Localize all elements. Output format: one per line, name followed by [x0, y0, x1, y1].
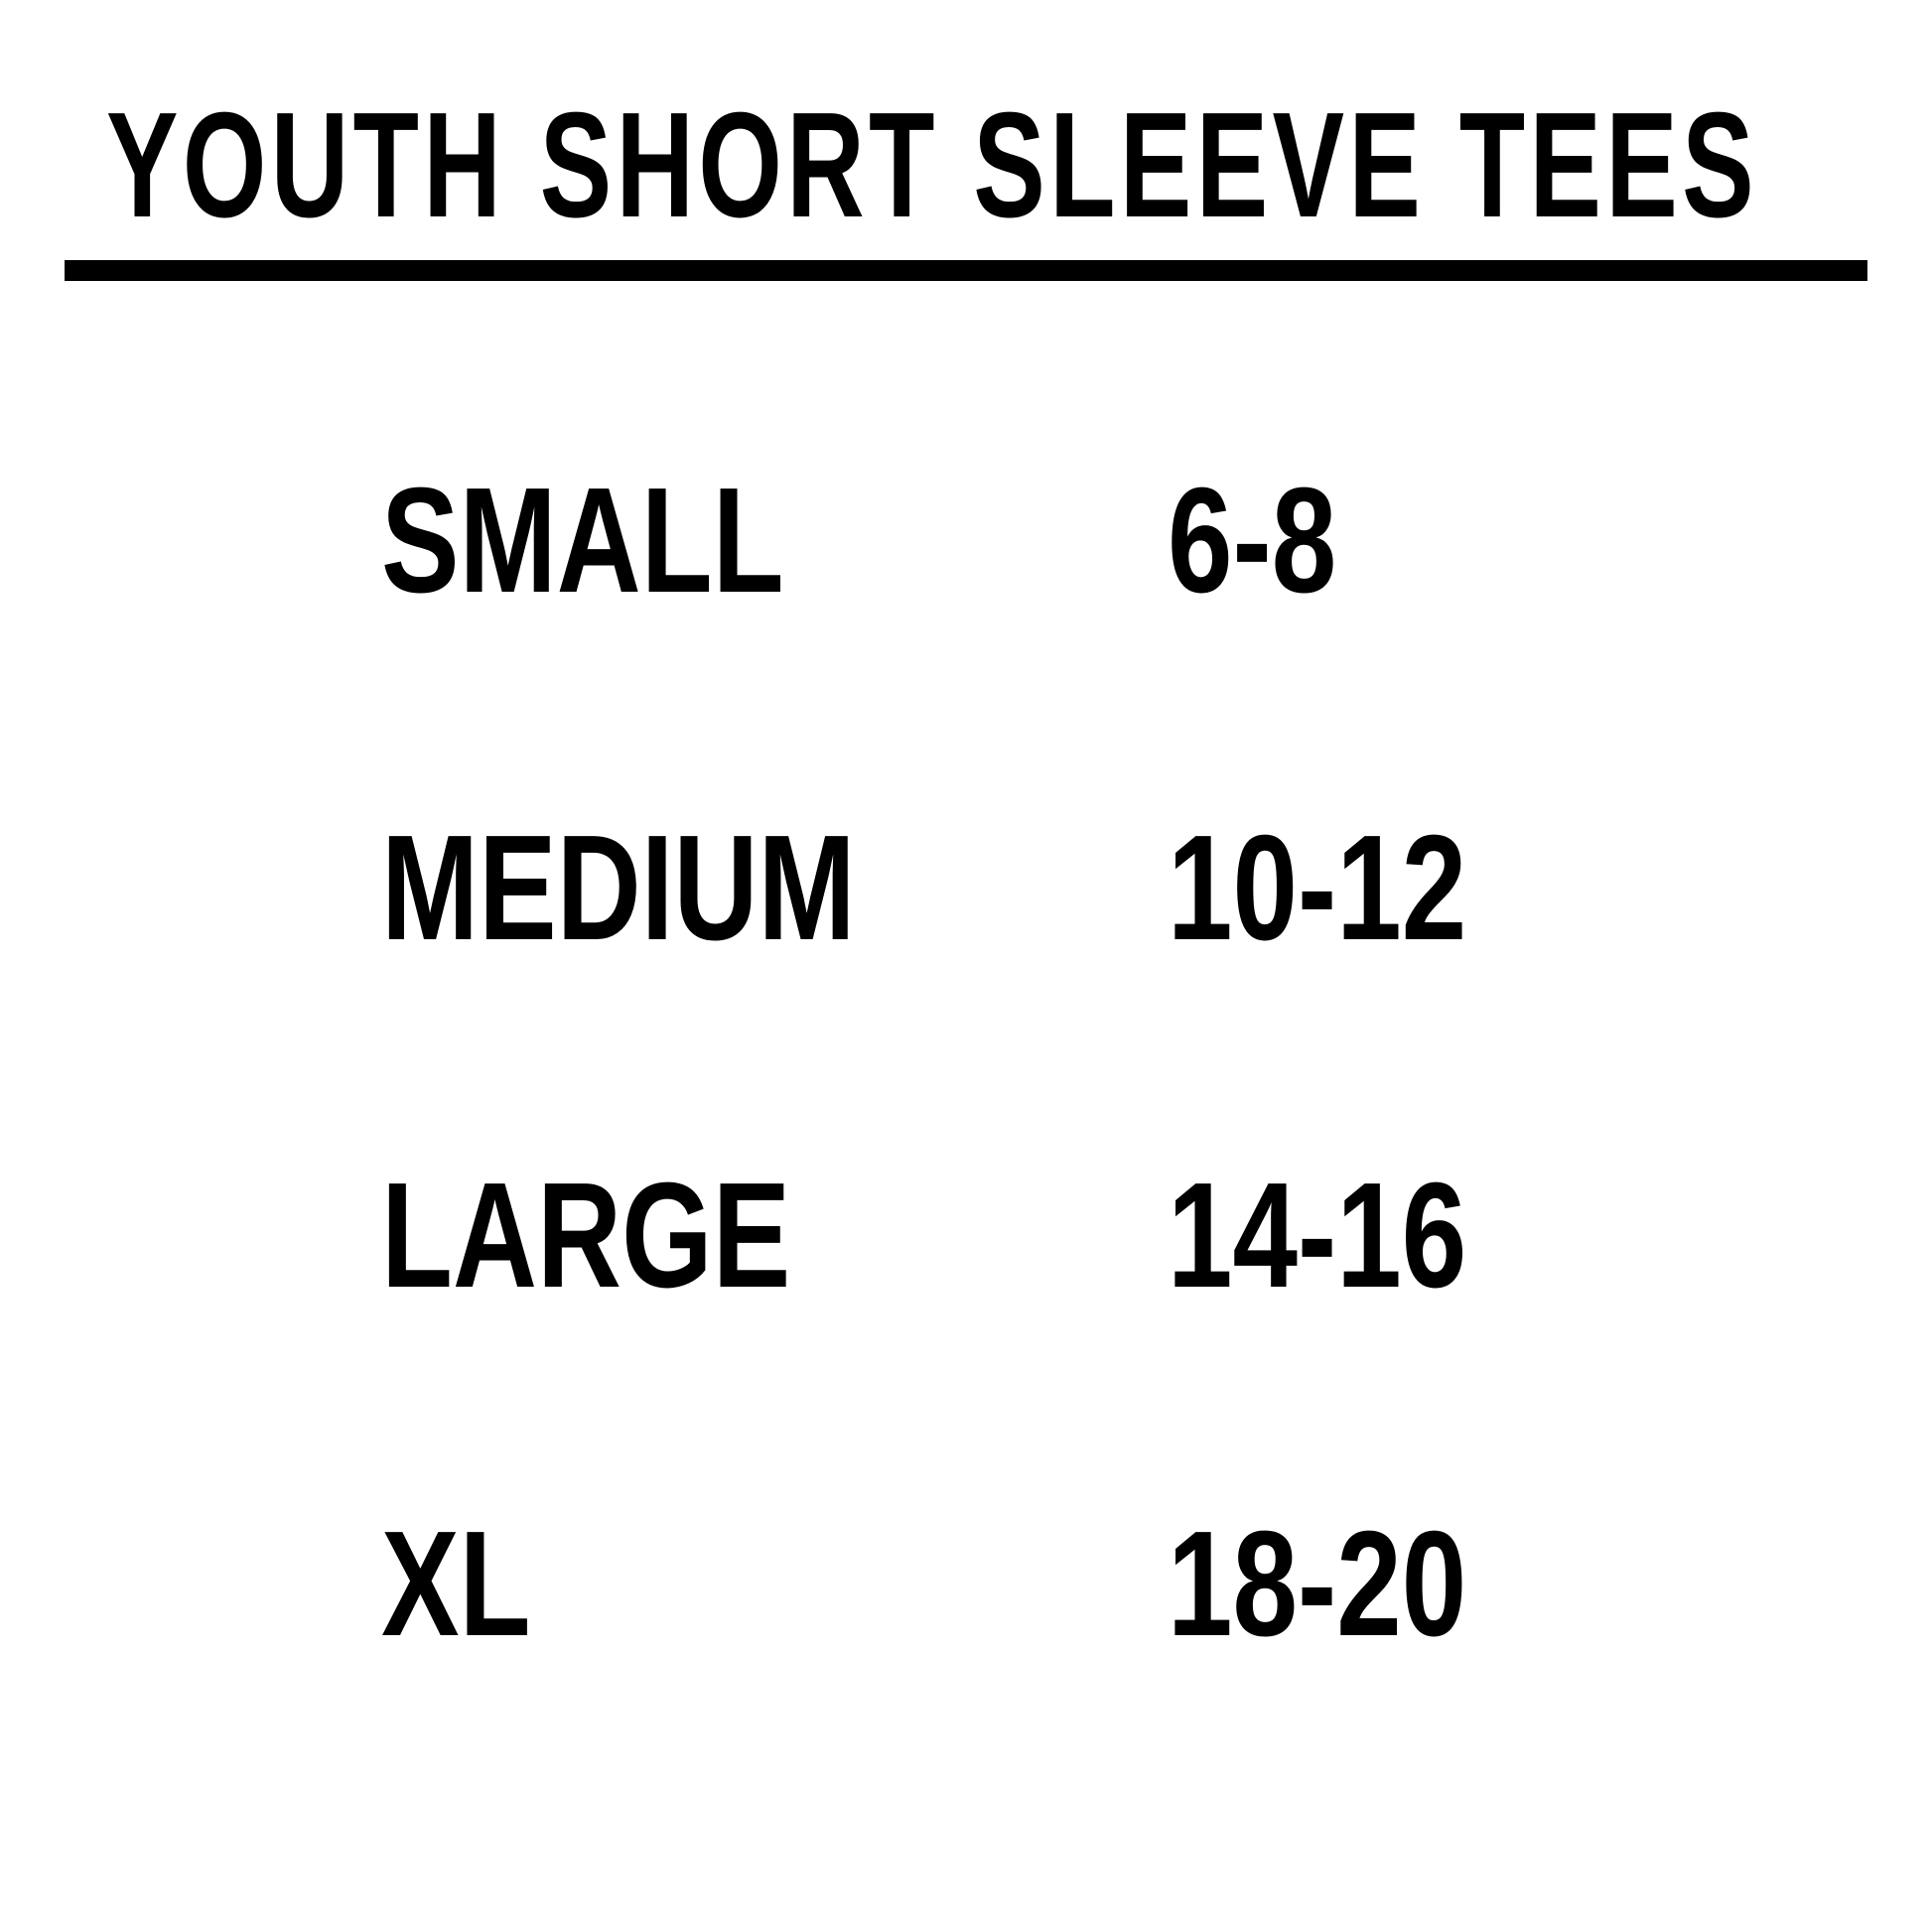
size-range-medium: 10-12: [1168, 803, 1467, 971]
size-range-large: 14-16: [1168, 1151, 1467, 1318]
size-label-xl: XL: [381, 1499, 531, 1667]
title-divider: [65, 260, 1867, 281]
page-title: YOUTH SHORT SLEEVE TEES: [106, 80, 1758, 248]
size-label-medium: MEDIUM: [381, 803, 856, 971]
size-label-large: LARGE: [381, 1151, 791, 1318]
size-range-xl: 18-20: [1168, 1499, 1467, 1667]
size-range-small: 6-8: [1168, 456, 1337, 623]
size-label-small: SMALL: [381, 456, 784, 623]
